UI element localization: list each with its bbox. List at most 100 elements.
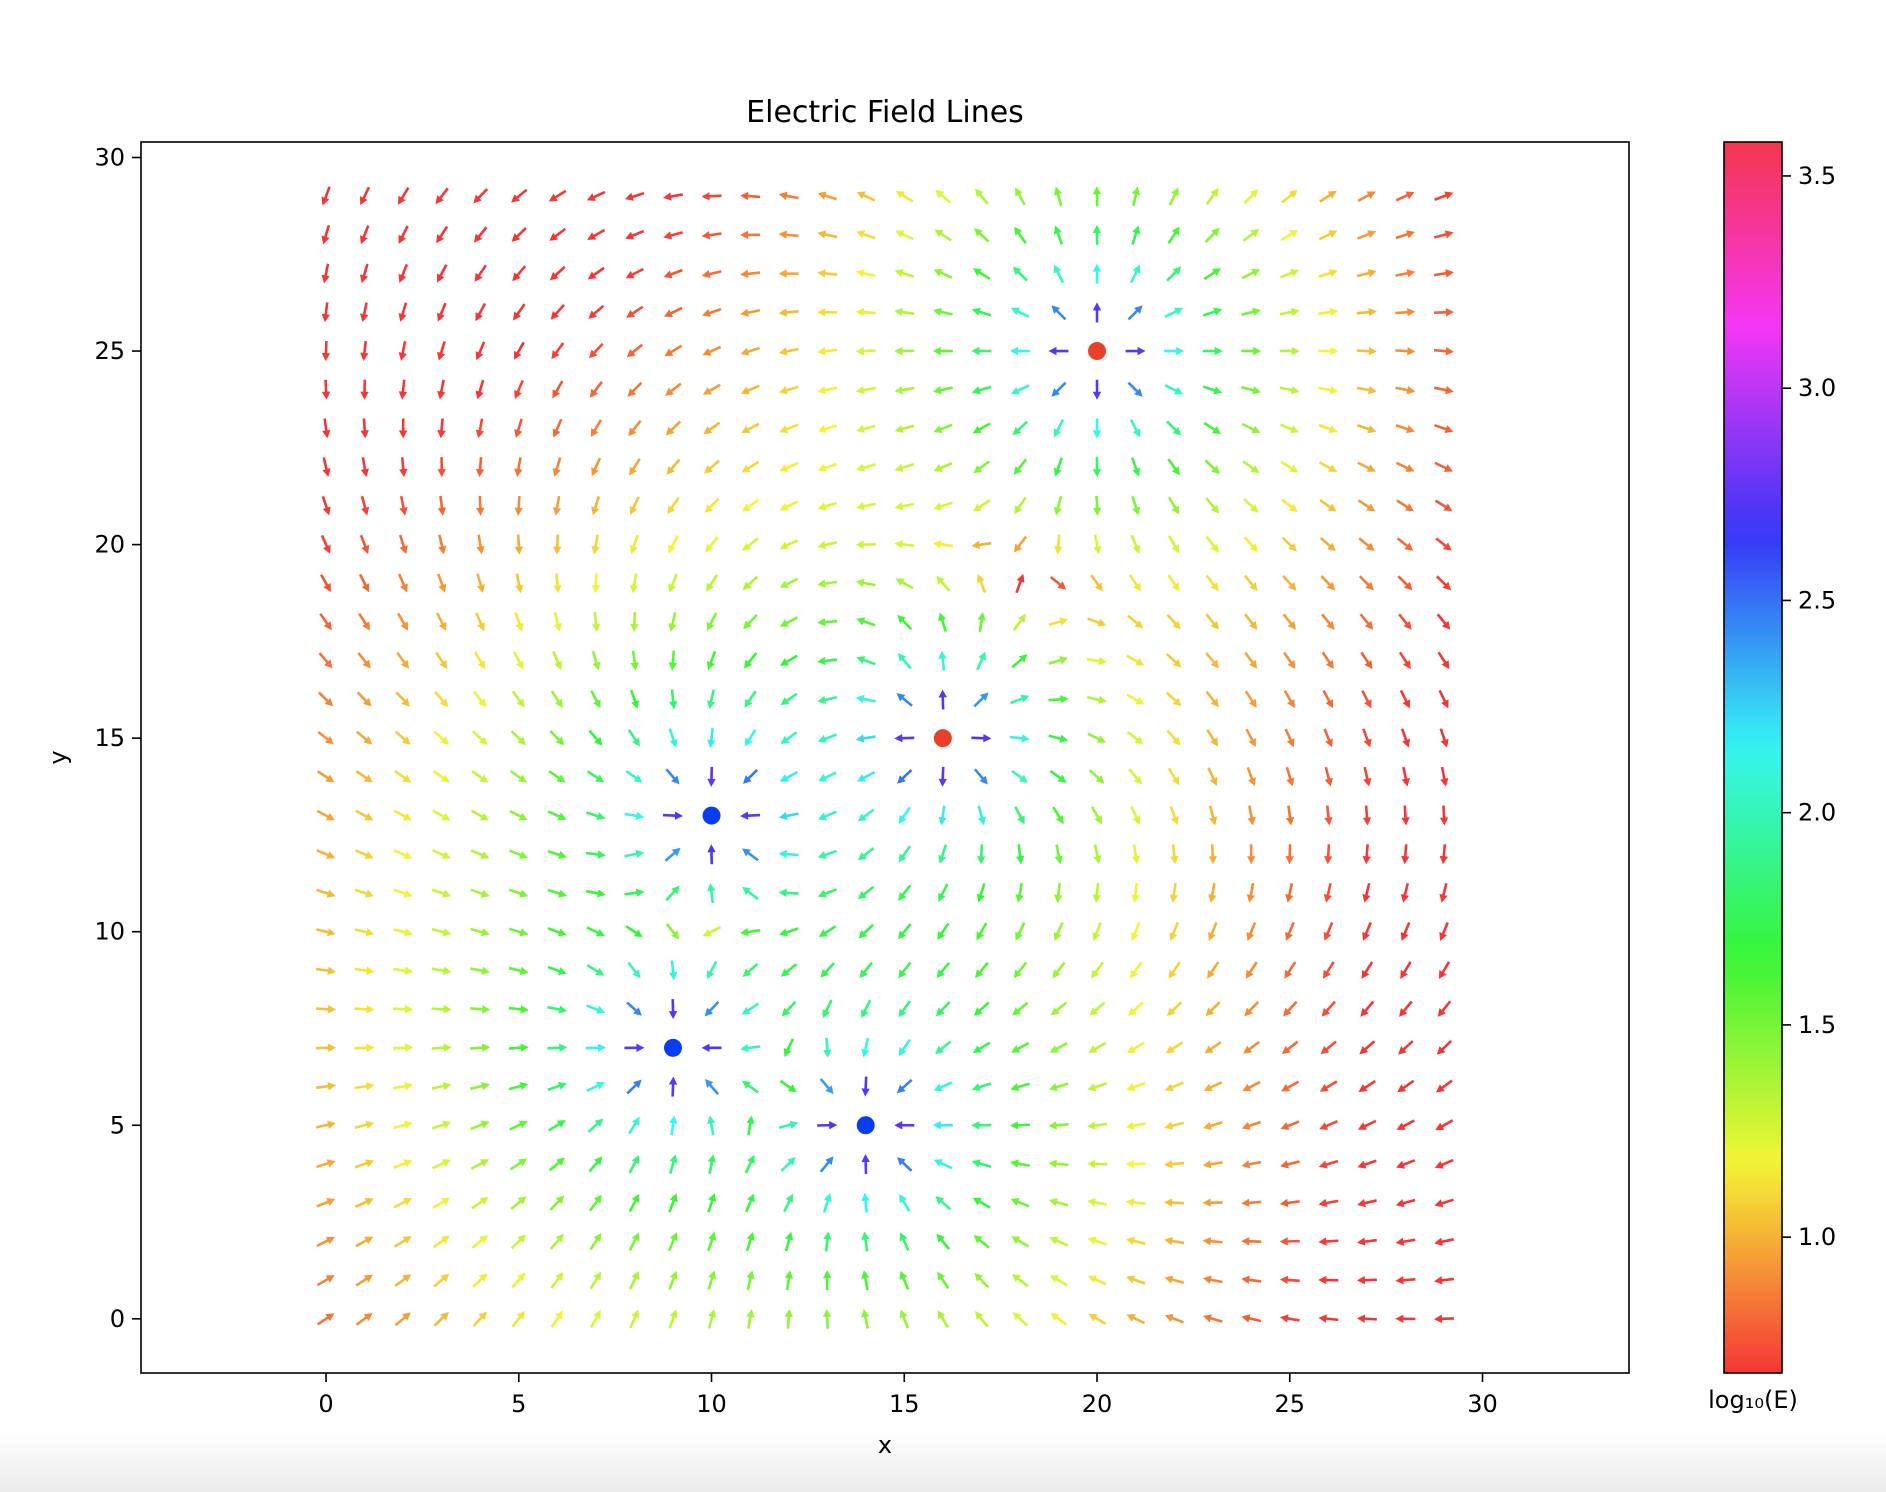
field-arrow	[1244, 1001, 1260, 1017]
field-arrow	[552, 457, 562, 477]
field-arrow	[1205, 652, 1220, 669]
negative-charge-marker	[663, 1038, 682, 1057]
field-arrow	[1439, 921, 1449, 941]
field-arrow	[1165, 652, 1182, 668]
field-arrow	[316, 1198, 336, 1208]
field-arrow	[1166, 420, 1182, 436]
field-arrow	[1092, 302, 1102, 323]
colorbar-tick-label: 1.0	[1798, 1223, 1836, 1251]
field-arrow	[745, 1193, 755, 1213]
field-arrow	[548, 770, 566, 783]
field-arrow	[1014, 496, 1027, 515]
field-arrow	[1244, 690, 1257, 708]
field-arrow	[707, 1309, 717, 1329]
field-arrow	[859, 961, 873, 979]
field-arrow	[591, 573, 601, 594]
field-arrow	[855, 734, 876, 743]
field-arrow	[588, 1156, 603, 1173]
field-arrow	[355, 1312, 373, 1326]
field-arrow	[1050, 1312, 1068, 1326]
field-arrow	[626, 343, 644, 358]
field-arrow	[586, 190, 606, 201]
field-arrow	[971, 540, 992, 550]
field-arrow	[1164, 1159, 1185, 1169]
colorbar-tick-label: 2.5	[1798, 586, 1836, 614]
field-arrow	[669, 960, 678, 981]
y-axis: 0 5 10 15 20 25 30	[94, 143, 141, 1333]
field-arrow	[1203, 268, 1221, 281]
field-arrow	[354, 1120, 375, 1129]
field-arrow	[1052, 806, 1064, 825]
field-arrow	[861, 1309, 870, 1329]
field-arrow	[472, 690, 487, 708]
field-arrow	[817, 656, 838, 666]
field-arrow	[624, 849, 645, 859]
field-arrow	[934, 229, 952, 242]
field-arrow	[707, 1154, 717, 1175]
field-arrow	[588, 729, 603, 746]
field-arrow	[547, 1043, 568, 1052]
field-arrow	[1170, 844, 1179, 865]
field-arrow	[316, 1159, 336, 1169]
field-arrow	[784, 1270, 794, 1291]
field-arrow	[398, 534, 408, 555]
field-arrow	[937, 922, 950, 940]
field-arrow	[973, 692, 989, 708]
field-arrow	[355, 770, 373, 783]
field-arrow	[625, 925, 643, 938]
field-arrow	[707, 883, 716, 904]
field-arrow	[476, 534, 485, 555]
field-arrow	[591, 457, 602, 477]
field-arrow	[780, 731, 798, 745]
field-arrow	[513, 303, 526, 321]
field-arrow	[1012, 1273, 1029, 1288]
field-arrow	[1318, 1275, 1339, 1285]
field-arrow	[778, 849, 799, 859]
field-arrow	[1281, 1080, 1300, 1092]
field-arrow	[971, 346, 992, 356]
field-arrow	[1395, 386, 1416, 395]
field-arrow	[591, 650, 601, 671]
field-arrow	[1241, 1198, 1262, 1208]
field-arrow	[971, 307, 992, 317]
field-arrow	[550, 690, 563, 708]
field-arrow	[1012, 266, 1028, 282]
field-arrow	[1241, 1160, 1262, 1169]
field-arrow	[778, 888, 799, 898]
field-arrow	[668, 1232, 678, 1252]
field-arrow	[470, 1082, 490, 1091]
field-arrow	[1357, 1159, 1377, 1169]
field-arrow	[1356, 307, 1377, 317]
field-arrow	[316, 1275, 335, 1287]
field-arrow	[1049, 1041, 1068, 1053]
field-arrow	[625, 769, 643, 783]
field-arrow	[1283, 651, 1296, 669]
field-arrow	[1205, 535, 1219, 553]
field-arrow	[1092, 921, 1102, 941]
field-arrow	[513, 651, 524, 670]
chart-title: Electric Field Lines	[746, 95, 1024, 130]
field-arrow	[1242, 228, 1260, 242]
field-arrow	[399, 495, 408, 516]
field-arrow	[1281, 189, 1298, 204]
field-arrow	[1279, 1275, 1300, 1285]
field-arrow	[973, 768, 988, 785]
field-arrow	[1279, 346, 1300, 356]
field-arrow	[431, 888, 452, 898]
field-arrow	[437, 341, 446, 361]
field-arrow	[1324, 805, 1333, 826]
field-arrow	[1395, 191, 1415, 202]
field-arrow	[1281, 498, 1298, 513]
field-arrow	[1361, 961, 1374, 979]
field-arrow	[1126, 654, 1145, 666]
field-arrow	[1129, 418, 1141, 438]
field-arrow	[817, 540, 838, 550]
field-arrow	[1433, 308, 1454, 317]
field-arrow	[547, 927, 567, 937]
x-tick-label: 25	[1274, 1390, 1305, 1418]
field-arrow	[665, 768, 680, 785]
field-arrow	[1049, 1236, 1069, 1247]
field-arrow	[1321, 651, 1334, 670]
field-arrow	[894, 346, 915, 356]
field-arrow	[472, 1311, 488, 1328]
